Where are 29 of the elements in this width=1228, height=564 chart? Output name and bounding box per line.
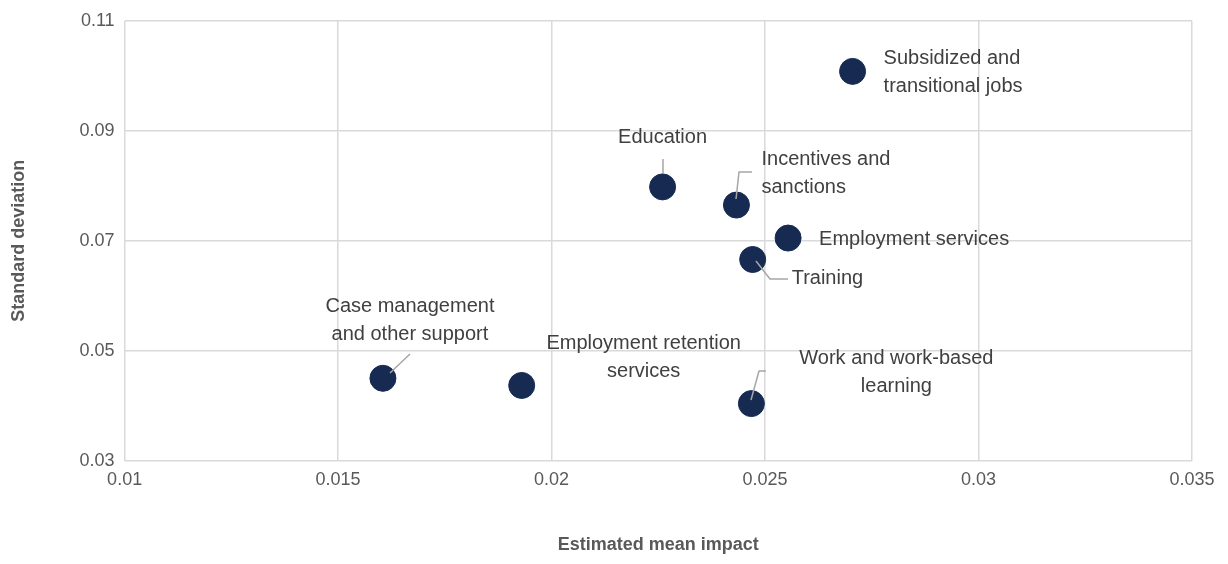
x-tick-label: 0.035 <box>1169 468 1215 489</box>
point <box>839 57 867 85</box>
point <box>722 191 750 219</box>
x-tick-label: 0.025 <box>742 468 788 489</box>
annotation: Case management and other support <box>325 293 495 344</box>
point <box>369 364 397 392</box>
x-tick-label: 0.015 <box>315 468 361 489</box>
annotation: Subsidized and transitional jobs <box>883 45 1023 96</box>
annotation: Incentives and sanctions <box>761 146 891 197</box>
x-axis-title: Estimated mean impact <box>557 534 759 555</box>
y-tick-label: 0.09 <box>79 119 115 140</box>
point <box>737 390 765 418</box>
y-tick-label: 0.05 <box>79 339 115 360</box>
y-tick-label: 0.07 <box>79 229 115 250</box>
point <box>774 224 802 252</box>
x-tick-label: 0.03 <box>961 468 997 489</box>
annotation: Employment retention services <box>546 330 741 381</box>
y-tick-label: 0.03 <box>79 449 115 470</box>
y-axis-title: Standard deviation <box>7 159 28 322</box>
y-tick-label: 0.11 <box>80 9 115 30</box>
annotation: Training <box>791 266 864 289</box>
point <box>649 173 677 201</box>
x-tick-label: 0.02 <box>534 468 570 489</box>
point <box>508 371 536 399</box>
annotation: Work and work-based learning <box>799 346 994 397</box>
point <box>739 246 767 273</box>
x-tick-label: 0.01 <box>107 468 143 489</box>
annotation: Employment services <box>819 226 1010 249</box>
annotation: Education <box>618 125 708 148</box>
